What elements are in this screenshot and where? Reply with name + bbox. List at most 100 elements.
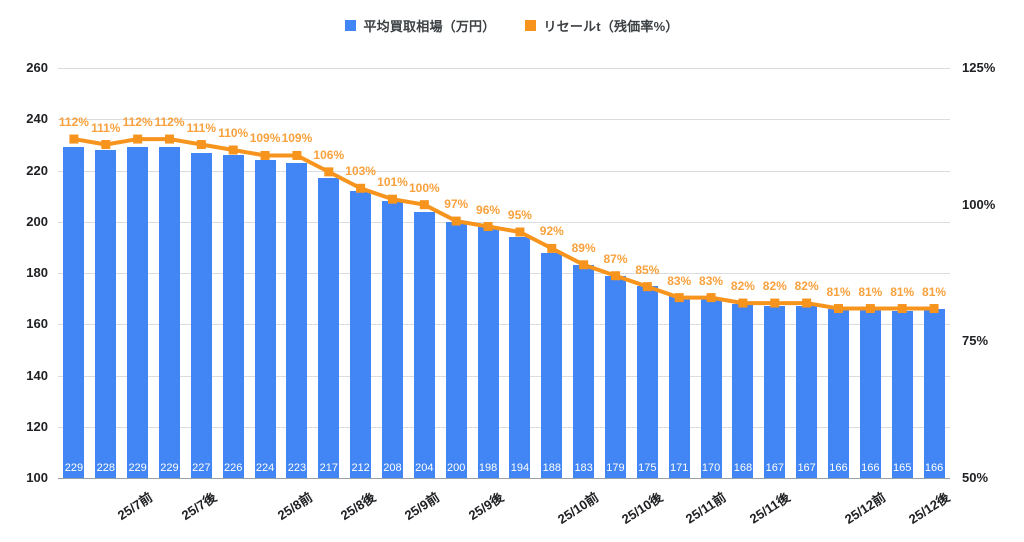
line-point-marker[interactable] bbox=[642, 282, 652, 292]
line-point-label: 81% bbox=[858, 284, 883, 299]
line-point-label: 95% bbox=[507, 208, 532, 222]
bar-value-label: 229 bbox=[128, 462, 147, 474]
legend-item-resale-rate[interactable]: リセールt（残価率%） bbox=[525, 16, 678, 35]
bar-value-label: 229 bbox=[64, 462, 84, 474]
bar-average-price[interactable] bbox=[413, 211, 435, 478]
right-axis-tick-label: 50% bbox=[962, 470, 989, 485]
resale-rate-line bbox=[69, 134, 939, 314]
bar-average-price[interactable] bbox=[541, 252, 563, 478]
line-point-marker[interactable] bbox=[706, 293, 716, 303]
bar-value-label: 165 bbox=[893, 462, 912, 474]
line-point-marker[interactable] bbox=[324, 167, 334, 177]
bar-value-label: 194 bbox=[510, 462, 530, 474]
bar-average-price[interactable] bbox=[445, 221, 467, 478]
legend-item-average-price[interactable]: 平均買取相場（万円） bbox=[345, 16, 495, 35]
bar-average-price[interactable] bbox=[254, 160, 276, 478]
bar-average-price[interactable] bbox=[796, 306, 818, 478]
left-axis-tick-label: 160 bbox=[26, 316, 48, 332]
line-point-marker[interactable] bbox=[579, 260, 589, 270]
bar-average-price[interactable] bbox=[509, 237, 531, 478]
bar-value-label: 228 bbox=[96, 462, 115, 474]
bar-average-price[interactable] bbox=[891, 311, 913, 478]
line-point-marker[interactable] bbox=[802, 298, 812, 308]
line-point-label: 83% bbox=[667, 273, 692, 288]
line-point-marker[interactable] bbox=[388, 194, 397, 204]
line-point-label: 82% bbox=[794, 279, 819, 294]
line-point-label: 112% bbox=[154, 115, 185, 130]
line-point-label: 92% bbox=[539, 224, 564, 239]
line-point-marker[interactable] bbox=[770, 298, 780, 308]
line-point-marker[interactable] bbox=[897, 304, 907, 314]
bar-average-price[interactable] bbox=[605, 275, 626, 478]
bar-value-label: 212 bbox=[351, 462, 370, 474]
line-point-marker[interactable] bbox=[356, 183, 366, 193]
bar-average-price[interactable] bbox=[286, 162, 308, 478]
bar-average-price[interactable] bbox=[573, 265, 595, 478]
bar-average-price[interactable] bbox=[190, 152, 212, 478]
line-point-marker[interactable] bbox=[738, 298, 748, 308]
line-point-marker[interactable] bbox=[929, 304, 939, 314]
gridline bbox=[58, 68, 950, 69]
bar-average-price[interactable] bbox=[859, 308, 881, 478]
bar-average-price[interactable] bbox=[222, 155, 244, 478]
bar-average-price[interactable] bbox=[382, 201, 403, 478]
bar-average-price[interactable] bbox=[477, 226, 499, 478]
bar-value-label: 175 bbox=[638, 462, 657, 474]
bar-average-price[interactable] bbox=[764, 306, 786, 478]
line-point-marker[interactable] bbox=[674, 293, 684, 303]
bar-average-price[interactable] bbox=[828, 308, 849, 478]
line-point-marker[interactable] bbox=[611, 271, 620, 281]
left-axis-tick-label: 180 bbox=[26, 265, 48, 280]
line-point-label: 100% bbox=[408, 180, 440, 195]
bar-value-label: 166 bbox=[829, 462, 848, 474]
bar-value-label: 224 bbox=[255, 462, 275, 474]
bar-average-price[interactable] bbox=[63, 147, 85, 478]
line-point-label: 81% bbox=[922, 284, 947, 299]
bar-value-label: 168 bbox=[733, 462, 753, 474]
bar-average-price[interactable] bbox=[700, 298, 722, 478]
bar-average-price[interactable] bbox=[318, 178, 340, 478]
line-point-marker[interactable] bbox=[451, 216, 461, 226]
line-series-swatch-icon bbox=[525, 20, 537, 31]
x-axis-tick-label: 25/9後 bbox=[465, 489, 506, 523]
gridline bbox=[58, 170, 950, 172]
bar-average-price[interactable] bbox=[636, 285, 658, 478]
bar-value-label: 179 bbox=[606, 462, 625, 474]
bar-average-price[interactable] bbox=[95, 150, 117, 478]
bar-value-label: 204 bbox=[415, 462, 434, 474]
line-point-marker[interactable] bbox=[133, 134, 143, 144]
bar-average-price[interactable] bbox=[923, 308, 945, 478]
line-point-marker[interactable] bbox=[228, 145, 238, 155]
line-path bbox=[73, 137, 935, 311]
line-point-marker[interactable] bbox=[419, 200, 429, 210]
line-point-marker[interactable] bbox=[834, 304, 843, 314]
gridline bbox=[58, 221, 950, 223]
line-point-marker[interactable] bbox=[865, 304, 875, 314]
bar-value-label: 227 bbox=[192, 462, 211, 474]
line-point-marker[interactable] bbox=[196, 140, 206, 150]
bar-average-price[interactable] bbox=[732, 303, 754, 478]
x-axis-baseline bbox=[58, 478, 950, 479]
x-axis-tick-label: 25/7前 bbox=[115, 489, 156, 523]
bar-average-price[interactable] bbox=[159, 147, 180, 478]
x-axis-tick-label: 25/9前 bbox=[401, 489, 443, 523]
bar-value-label: 167 bbox=[797, 462, 816, 474]
line-point-label: 109% bbox=[249, 131, 281, 146]
line-point-marker[interactable] bbox=[483, 222, 493, 232]
bar-average-price[interactable] bbox=[350, 191, 372, 478]
line-point-label: 96% bbox=[476, 202, 501, 217]
line-point-marker[interactable] bbox=[260, 150, 270, 160]
line-point-marker[interactable] bbox=[69, 134, 79, 144]
bar-average-price[interactable] bbox=[668, 296, 690, 478]
line-point-marker[interactable] bbox=[515, 227, 525, 237]
line-point-label: 112% bbox=[122, 115, 153, 130]
line-point-marker[interactable] bbox=[101, 140, 111, 150]
line-point-marker[interactable] bbox=[547, 243, 557, 253]
bar-average-price[interactable] bbox=[127, 147, 149, 478]
gridline bbox=[58, 426, 950, 428]
gridline bbox=[58, 324, 950, 326]
line-point-marker[interactable] bbox=[165, 134, 174, 144]
right-axis-tick-label: 125% bbox=[962, 60, 996, 75]
line-point-label: 87% bbox=[603, 251, 628, 266]
line-point-marker[interactable] bbox=[292, 150, 302, 160]
